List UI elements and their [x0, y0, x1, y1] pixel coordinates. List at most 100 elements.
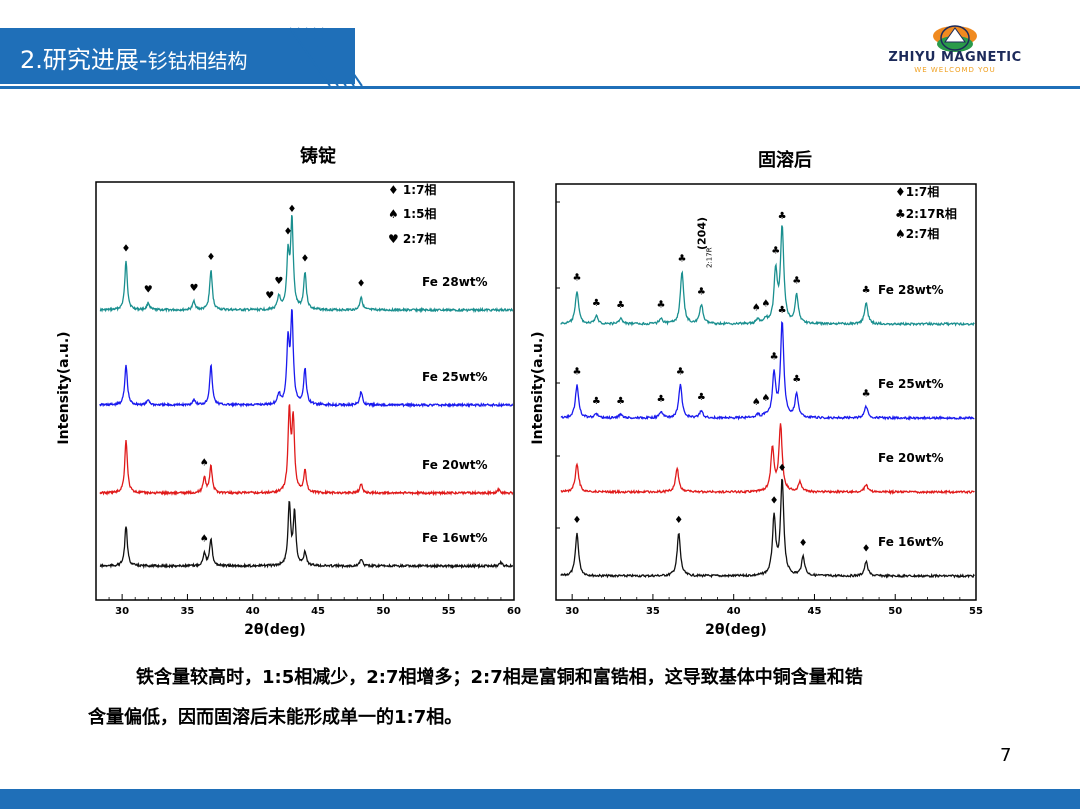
peak-marker: ♠ — [752, 302, 761, 313]
series-line — [99, 404, 514, 497]
x-tick-label: 40 — [246, 606, 260, 617]
peak-marker: ♥ — [274, 276, 283, 287]
peak-marker: ♣ — [676, 367, 685, 378]
peak-marker: ♣ — [678, 253, 687, 264]
series-label: Fe 16wt% — [422, 531, 488, 545]
x-tick-label: 30 — [115, 606, 129, 617]
x-tick-label: 50 — [376, 606, 390, 617]
header-divider — [0, 86, 1080, 89]
peak-marker: ♠ — [200, 458, 209, 469]
footer-bar — [0, 789, 1080, 809]
peak-marker: ♠ — [762, 393, 771, 404]
series-line — [99, 215, 514, 314]
peak-annotation: (204) — [695, 217, 708, 250]
peak-marker: ♣ — [862, 285, 871, 296]
legend-entry: ♦1:7相 — [895, 184, 939, 199]
series-line — [560, 478, 975, 579]
brand-slogan: WE WELCOMD YOU — [914, 66, 996, 74]
peak-marker: ♣ — [792, 374, 801, 385]
legend-entry: ♥ 2:7相 — [388, 231, 436, 246]
series-label: Fe 28wt% — [878, 283, 944, 297]
series-line — [99, 309, 514, 409]
peak-marker: ♣ — [592, 298, 601, 309]
peak-marker: ♦ — [770, 496, 779, 507]
x-tick-label: 55 — [969, 606, 983, 617]
peak-marker: ♣ — [657, 300, 666, 311]
peak-marker: ♣ — [616, 396, 625, 407]
y-axis-label: Intensity(a.u.) — [530, 331, 546, 444]
x-tick-label: 60 — [507, 606, 521, 617]
series-label: Fe 25wt% — [878, 377, 944, 391]
page-title: 2.研究进展-钐钴相结构 — [20, 40, 248, 75]
legend-entry: ♦ 1:7相 — [388, 182, 436, 197]
x-tick-label: 35 — [646, 606, 660, 617]
peak-marker: ♣ — [778, 211, 787, 222]
series-label: Fe 16wt% — [878, 535, 944, 549]
series-label: Fe 28wt% — [422, 275, 488, 289]
series-label: Fe 20wt% — [422, 458, 488, 472]
peak-marker: ♣ — [862, 389, 871, 400]
x-tick-label: 40 — [727, 606, 741, 617]
x-tick-label: 45 — [311, 606, 325, 617]
chart-title: 铸锭 — [300, 145, 336, 167]
series-line — [99, 500, 514, 570]
peak-marker: ♥ — [265, 291, 274, 302]
peak-marker: ♦ — [573, 515, 582, 526]
caption: 铁含量较高时，1:5相减少，2:7相增多；2:7相是富铜和富锆相，这导致基体中铜… — [88, 658, 988, 738]
peak-marker: ♣ — [657, 394, 666, 405]
caption-line-1: 铁含量较高时，1:5相减少，2:7相增多；2:7相是富铜和富锆相，这导致基体中铜… — [136, 667, 863, 688]
series-line — [560, 320, 975, 421]
peak-marker: ♥ — [144, 285, 153, 296]
x-tick-label: 30 — [565, 606, 579, 617]
x-tick-label: 55 — [442, 606, 456, 617]
x-axis-label: 2θ(deg) — [705, 622, 767, 638]
x-tick-label: 45 — [808, 606, 822, 617]
peak-marker: ♦ — [122, 244, 131, 255]
chart-as-cast: 铸锭 30 35 40 45 50 55 60 2θ(deg) Intensity(a.u.) ♦ … — [56, 145, 521, 638]
peak-marker: ♦ — [284, 226, 293, 237]
x-axis-label: 2θ(deg) — [244, 622, 306, 638]
peak-marker: ♣ — [573, 273, 582, 284]
legend-entry: ♣2:17R相 — [895, 206, 957, 221]
series-label: Fe 25wt% — [422, 370, 488, 384]
peak-marker: ♠ — [762, 298, 771, 309]
peak-marker: ♣ — [697, 392, 706, 403]
peak-marker: ♦ — [778, 463, 787, 474]
peak-marker: ♦ — [862, 544, 871, 555]
peak-marker: ♣ — [592, 396, 601, 407]
series-line — [560, 423, 975, 495]
peak-marker: ♦ — [301, 253, 310, 264]
peak-marker: ♦ — [799, 538, 808, 549]
peak-marker: ♦ — [206, 252, 215, 263]
series-label: Fe 20wt% — [878, 451, 944, 465]
chart-title: 固溶后 — [758, 149, 812, 171]
brand-name: ZHIYU MAGNETIC — [888, 50, 1022, 65]
page-title-main: 2.研究进展- — [20, 46, 148, 74]
header-stripes-decoration — [290, 27, 363, 87]
peak-marker: ♦ — [287, 204, 296, 215]
peak-marker: ♦ — [674, 515, 683, 526]
x-tick-label: 50 — [888, 606, 902, 617]
peak-marker: ♣ — [792, 275, 801, 286]
peak-marker: ♠ — [752, 397, 761, 408]
peak-marker: ♣ — [771, 245, 780, 256]
peak-marker: ♠ — [200, 533, 209, 544]
y-axis-label: Intensity(a.u.) — [56, 331, 72, 444]
peak-marker: ♣ — [778, 305, 787, 316]
legend-entry: ♠2:7相 — [895, 226, 939, 241]
peak-marker: ♣ — [573, 367, 582, 378]
peak-marker: ♥ — [189, 283, 198, 294]
peak-marker: ♣ — [616, 300, 625, 311]
peak-marker: ♣ — [770, 352, 779, 363]
chart-solution-treated: 固溶后 30 35 40 45 50 55 2θ(deg) Intensity(a.u.) ♦1:… — [530, 149, 983, 638]
page-title-sub: 钐钴相结构 — [147, 49, 248, 73]
peak-marker: ♣ — [697, 286, 706, 297]
page-number: 7 — [1000, 745, 1012, 766]
company-logo — [933, 25, 977, 52]
x-tick-label: 35 — [180, 606, 194, 617]
series-line — [560, 225, 975, 327]
peak-marker: ♦ — [357, 279, 366, 290]
peak-annotation-subscript: 2:17R — [705, 247, 713, 268]
legend-entry: ♠ 1:5相 — [388, 206, 436, 221]
caption-line-2: 含量偏低，因而固溶后未能形成单一的1:7相。 — [88, 707, 463, 728]
